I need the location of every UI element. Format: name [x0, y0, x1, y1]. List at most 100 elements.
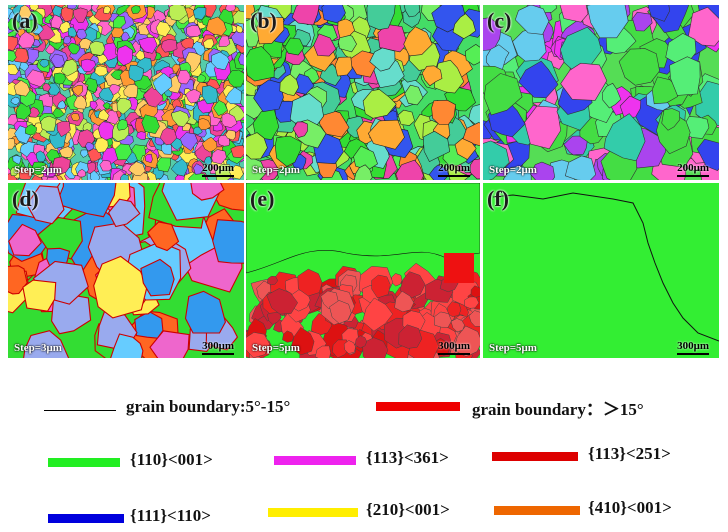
scale-line — [677, 353, 709, 355]
orientation-label: {113}<361> — [366, 448, 449, 467]
scale-line — [202, 175, 234, 177]
grain — [114, 143, 133, 161]
grain — [468, 310, 480, 327]
grain — [290, 327, 315, 356]
grain — [246, 332, 270, 358]
scale-bar: 300μm — [677, 340, 709, 355]
grain — [79, 38, 92, 50]
grain — [367, 119, 405, 150]
grain — [98, 87, 114, 102]
grain — [76, 169, 87, 178]
grain — [343, 340, 356, 354]
grain — [601, 82, 622, 109]
grain — [362, 297, 394, 332]
grain — [50, 53, 65, 68]
scale-line — [438, 353, 470, 355]
step-label: Step=2μm — [489, 164, 537, 176]
step-label: Step=5μm — [252, 342, 300, 354]
orientation-swatch — [494, 506, 580, 515]
grain — [274, 135, 302, 167]
grain — [23, 330, 70, 358]
grain — [452, 13, 476, 39]
grain — [314, 345, 331, 358]
scale-bar: 200μm — [677, 162, 709, 177]
grain — [394, 290, 415, 313]
grain-pattern-d — [8, 183, 244, 358]
orientation-label: {410}<001> — [588, 498, 672, 517]
grain — [55, 183, 117, 218]
grain — [89, 100, 98, 110]
grain — [313, 33, 337, 57]
grain — [397, 109, 415, 126]
grain — [362, 337, 389, 358]
grain — [452, 325, 480, 357]
grain — [140, 258, 175, 297]
grain — [177, 69, 191, 85]
grain — [107, 198, 141, 228]
grain — [468, 104, 480, 128]
grain — [57, 100, 66, 109]
grain — [218, 35, 231, 47]
grain — [282, 330, 295, 343]
grain — [185, 89, 202, 104]
grain — [213, 100, 228, 116]
grain — [52, 156, 71, 176]
grain — [225, 129, 236, 141]
scale-label: 300μm — [677, 340, 709, 352]
grain — [564, 155, 597, 180]
grain — [235, 24, 243, 34]
step-label: Step=2μm — [14, 164, 62, 176]
grain — [56, 121, 71, 138]
scale-bar: 200μm — [202, 162, 234, 177]
grain — [688, 6, 719, 47]
grain — [116, 97, 132, 115]
panel-label: (b) — [250, 8, 277, 33]
grain — [211, 51, 230, 71]
grain — [464, 44, 480, 66]
grain-pattern-f — [492, 192, 719, 342]
grain — [256, 16, 285, 45]
scale-label: 200μm — [438, 162, 470, 174]
grain — [371, 274, 391, 299]
grain — [155, 21, 172, 37]
orientation-swatch — [48, 458, 120, 467]
grain — [377, 23, 408, 53]
grain — [97, 121, 115, 141]
grain — [85, 142, 95, 151]
grain — [246, 132, 268, 160]
grain — [266, 288, 299, 315]
grain — [212, 219, 244, 264]
grain — [422, 130, 451, 163]
grain — [131, 5, 141, 14]
scale-label: 200μm — [202, 162, 234, 174]
grain — [353, 164, 373, 180]
scale-line — [438, 175, 470, 177]
grain — [141, 114, 160, 134]
ebsd-map-a: (a) Step=2μm 200μm — [8, 5, 244, 180]
grain — [503, 166, 532, 180]
step-label: Step=3μm — [14, 342, 62, 354]
grain — [253, 79, 284, 113]
panel-label: (f) — [487, 186, 509, 211]
grain — [89, 170, 101, 180]
grain — [71, 84, 84, 97]
grain — [12, 155, 22, 165]
grain — [103, 5, 111, 15]
grain — [647, 5, 671, 22]
grain — [16, 102, 32, 120]
grain — [8, 63, 19, 76]
grain — [483, 73, 523, 116]
ebsd-map-b: (b) Step=2μm 200μm — [246, 5, 480, 180]
grain — [434, 311, 452, 328]
grain — [619, 95, 642, 119]
grain — [225, 5, 236, 12]
grain — [454, 138, 477, 160]
grain — [530, 161, 556, 180]
grain — [524, 105, 562, 150]
step-label: Step=5μm — [489, 342, 537, 354]
grain — [470, 285, 480, 298]
grain — [40, 115, 57, 132]
grain — [514, 5, 550, 35]
grain — [112, 15, 126, 29]
step-label: Step=2μm — [252, 164, 300, 176]
